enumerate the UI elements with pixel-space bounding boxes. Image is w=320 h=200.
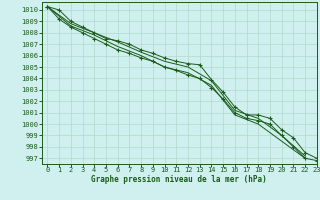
- X-axis label: Graphe pression niveau de la mer (hPa): Graphe pression niveau de la mer (hPa): [91, 175, 267, 184]
